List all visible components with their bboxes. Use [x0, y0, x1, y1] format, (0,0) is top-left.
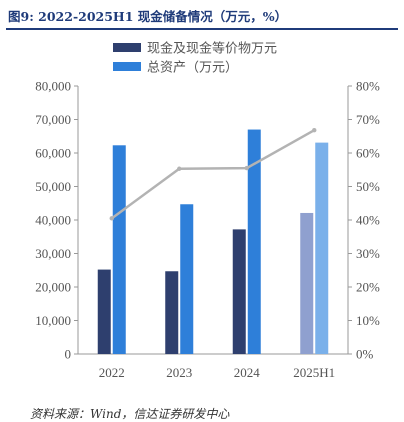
- ratio-line: [111, 129, 315, 220]
- right-axis: 0% 10% 20% 30% 40% 50% 60% 70% 80%: [347, 79, 380, 362]
- legend-swatch: [113, 43, 141, 52]
- ratio-point: [109, 216, 114, 221]
- chart-title: 图9: 2022-2025H1 现金储备情况（万元，%）: [8, 9, 288, 24]
- cash-bar: [232, 229, 246, 354]
- total-assets-bar: [315, 142, 329, 354]
- legend-label: 总资产（万元）: [147, 60, 238, 75]
- cash-bar: [97, 269, 111, 354]
- x-tick-label: 2023: [166, 365, 192, 380]
- right-tick-label: 30%: [356, 246, 380, 261]
- cash-bar: [165, 271, 179, 354]
- right-tick-label: 40%: [356, 213, 380, 228]
- right-tick-label: 80%: [356, 79, 380, 94]
- left-tick-label: 80,000: [35, 79, 71, 94]
- left-tick-label: 50,000: [35, 179, 71, 194]
- x-tick-label: 2025H1: [293, 365, 335, 380]
- right-tick-label: 20%: [356, 280, 380, 295]
- left-tick-label: 40,000: [35, 213, 71, 228]
- source-note: 资料来源：Wind，信达证券研发中心: [30, 407, 230, 421]
- ratio-point: [312, 128, 317, 133]
- x-tick-label: 2024: [234, 365, 261, 380]
- total-assets-bar: [180, 204, 194, 354]
- left-axis: 0 10,000 20,000 30,000 40,000 50,000 60,000 70,…: [35, 79, 79, 362]
- left-tick-label: 20,000: [35, 280, 71, 295]
- x-axis: 2022 2023 2024 2025H1: [78, 353, 348, 380]
- left-tick-label: 30,000: [35, 246, 71, 261]
- cash-bar: [300, 212, 314, 354]
- right-tick-label: 0%: [356, 347, 374, 362]
- legend-swatch: [113, 62, 141, 71]
- right-tick-label: 70%: [356, 112, 380, 127]
- ratio-point: [244, 165, 249, 171]
- bars: [97, 129, 329, 354]
- right-tick-label: 10%: [356, 313, 380, 328]
- left-tick-label: 60,000: [35, 146, 71, 161]
- x-tick-label: 2022: [99, 365, 125, 380]
- ratio-point: [177, 166, 182, 171]
- left-tick-label: 10,000: [35, 313, 71, 328]
- right-tick-label: 50%: [356, 179, 380, 194]
- title-rule: [6, 28, 398, 30]
- right-tick-label: 60%: [356, 146, 380, 161]
- total-assets-bar: [112, 145, 126, 354]
- total-assets-bar: [247, 129, 261, 354]
- ratio-line-group: [109, 128, 317, 221]
- legend-label: 现金及现金等价物万元: [147, 41, 277, 56]
- left-tick-label: 70,000: [35, 112, 71, 127]
- left-tick-label: 0: [65, 347, 72, 362]
